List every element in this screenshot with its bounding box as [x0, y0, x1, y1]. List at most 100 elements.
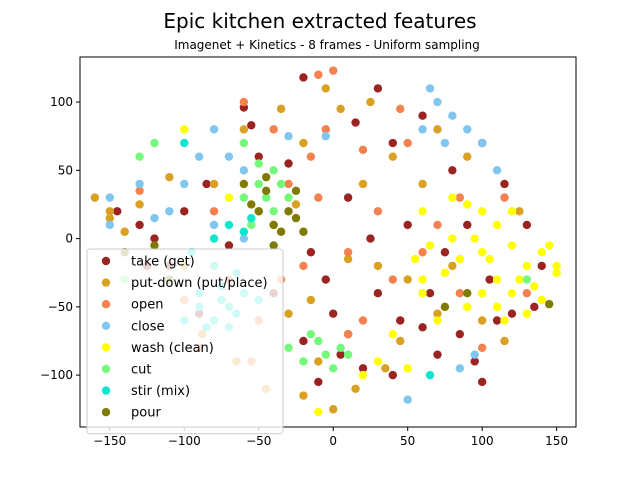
plot-frame	[79, 56, 577, 428]
data-point	[165, 207, 174, 216]
data-point	[440, 138, 450, 148]
data-point	[336, 104, 345, 114]
data-point	[537, 248, 546, 257]
data-point	[358, 370, 368, 380]
legend-marker	[101, 300, 111, 309]
legend-label: cut	[131, 363, 151, 378]
data-point	[343, 193, 353, 202]
data-point	[366, 234, 375, 243]
data-point	[448, 193, 457, 202]
data-point	[477, 343, 487, 353]
data-point	[202, 179, 211, 189]
data-point	[507, 309, 517, 318]
data-point	[135, 220, 144, 230]
legend-label: open	[131, 298, 163, 313]
data-point	[358, 364, 368, 373]
data-point	[261, 172, 271, 182]
data-point	[522, 309, 532, 318]
data-point	[455, 364, 465, 373]
data-point	[351, 384, 360, 393]
data-point	[500, 179, 509, 189]
data-point	[544, 241, 554, 250]
y-tick-label: −50	[48, 300, 73, 314]
data-point	[180, 138, 189, 148]
data-point	[314, 357, 323, 366]
data-point	[209, 234, 219, 243]
data-point	[90, 193, 100, 202]
data-point	[269, 125, 278, 134]
y-tick-label: 100	[50, 95, 73, 109]
legend-marker	[101, 321, 111, 330]
data-point	[351, 118, 360, 127]
data-point	[299, 138, 308, 148]
data-point	[507, 207, 517, 216]
data-point	[448, 261, 457, 271]
data-point	[425, 241, 435, 250]
data-point	[463, 200, 472, 209]
data-point	[433, 125, 442, 134]
chart-subtitle: Imagenet + Kinetics - 8 frames - Uniform…	[174, 38, 480, 52]
data-point	[120, 227, 129, 236]
legend-label: take (get)	[131, 255, 195, 270]
data-point	[314, 377, 323, 387]
data-point	[433, 220, 442, 230]
data-point	[329, 405, 338, 414]
data-point	[239, 166, 249, 175]
data-point	[299, 227, 308, 236]
data-point	[343, 254, 353, 264]
data-point	[440, 248, 450, 257]
data-point	[135, 200, 144, 209]
data-point	[433, 350, 442, 359]
series-0	[113, 73, 546, 387]
data-point	[321, 131, 330, 141]
data-point	[247, 200, 256, 209]
data-point	[388, 138, 397, 148]
data-point	[477, 288, 487, 298]
x-tick-label: 150	[545, 434, 568, 448]
data-point	[209, 207, 219, 216]
data-point	[381, 364, 390, 373]
data-point	[269, 241, 278, 250]
series-4	[180, 125, 561, 417]
data-point	[373, 261, 383, 271]
data-point	[552, 268, 561, 277]
data-point	[224, 152, 234, 161]
data-point	[418, 288, 427, 298]
data-point	[463, 125, 472, 134]
data-point	[455, 254, 465, 264]
data-point	[537, 295, 546, 305]
data-point	[336, 343, 345, 353]
data-point	[306, 329, 316, 339]
data-point	[284, 343, 293, 353]
data-point	[209, 125, 219, 134]
data-point	[291, 213, 301, 223]
data-point	[463, 220, 472, 230]
axis-ticks: −150 −100 −50 0 50 100 150 −100 −50 0 50 100	[40, 95, 568, 448]
data-point	[485, 254, 494, 264]
legend-marker	[101, 278, 111, 287]
data-point	[239, 138, 249, 148]
data-point	[530, 282, 539, 291]
data-point	[396, 104, 405, 114]
data-point	[425, 370, 435, 380]
data-point	[455, 288, 465, 298]
data-point	[448, 166, 457, 175]
x-tick-label: 100	[471, 434, 494, 448]
data-point	[299, 73, 308, 82]
data-point	[418, 179, 427, 189]
data-point	[366, 97, 375, 107]
data-point	[507, 288, 517, 298]
data-point	[433, 309, 442, 318]
data-point	[492, 302, 502, 312]
data-point	[105, 220, 114, 230]
data-point	[239, 125, 249, 134]
data-point	[403, 364, 412, 373]
legend-marker	[101, 364, 111, 374]
data-point	[135, 152, 144, 161]
data-point	[105, 213, 114, 223]
data-point	[418, 275, 427, 284]
data-point	[522, 220, 532, 230]
data-point	[403, 275, 412, 284]
data-point	[418, 323, 427, 332]
